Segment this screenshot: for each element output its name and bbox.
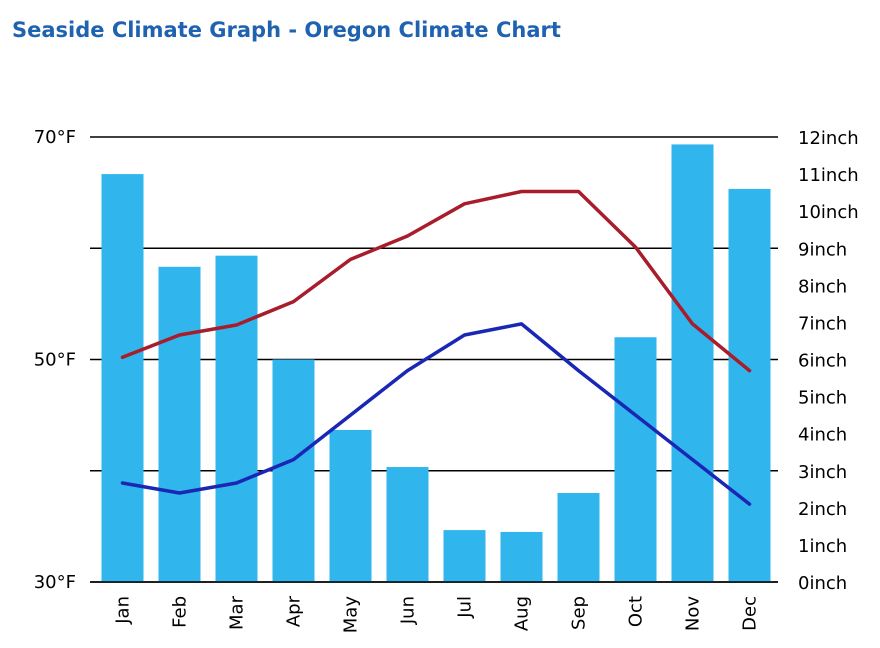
precipitation-bar-apr — [272, 359, 315, 582]
x-tick-label-dec: Dec — [740, 596, 761, 631]
x-tick-label-apr: Apr — [284, 595, 305, 627]
y-left-tick-label: 70°F — [34, 127, 76, 148]
x-tick-label-jul: Jul — [455, 596, 476, 619]
x-axis-months: Jan Feb Mar Apr May Jun Jul Aug Sep Oct Nov Dec — [113, 595, 761, 633]
high-temperature-line — [120, 189, 752, 373]
x-tick-label-sep: Sep — [569, 596, 590, 630]
x-tick-label-feb: Feb — [170, 596, 191, 628]
y-right-tick-label: 5inch — [798, 388, 847, 409]
precipitation-bar-jun — [386, 467, 429, 582]
precipitation-bar-may — [329, 429, 372, 582]
x-tick-label-nov: Nov — [683, 596, 704, 631]
y-right-tick-label: 3inch — [798, 462, 847, 483]
temperature-lines — [120, 189, 752, 506]
y-right-tick-label: 10inch — [798, 202, 859, 223]
y-right-tick-label: 0inch — [798, 573, 847, 594]
y-left-tick-label: 50°F — [34, 350, 76, 371]
low-temperature-line — [120, 322, 752, 506]
x-tick-label-may: May — [341, 596, 362, 634]
chart-title: Seaside Climate Graph - Oregon Climate C… — [12, 18, 561, 42]
x-tick-label-mar: Mar — [227, 595, 248, 630]
precipitation-bar-mar — [215, 255, 258, 582]
y-right-tick-label: 8inch — [798, 276, 847, 297]
precipitation-bar-jul — [443, 530, 486, 582]
y-right-tick-label: 11inch — [798, 165, 859, 186]
precipitation-bar-nov — [671, 144, 714, 582]
y-axis-left-temperature: 30°F 50°F 70°F — [34, 127, 76, 593]
x-tick-label-oct: Oct — [626, 596, 647, 627]
y-axis-right-precipitation: 0inch 1inch 2inch 3inch 4inch 5inch 6inch 7inch… — [798, 128, 859, 594]
y-right-tick-label: 1inch — [798, 536, 847, 557]
x-tick-label-jan: Jan — [113, 596, 134, 625]
y-right-tick-label: 12inch — [798, 128, 859, 149]
precipitation-bar-feb — [158, 266, 201, 582]
y-right-tick-label: 2inch — [798, 499, 847, 520]
precipitation-bars — [90, 144, 778, 583]
y-right-tick-label: 7inch — [798, 313, 847, 334]
y-left-tick-label: 30°F — [34, 572, 76, 593]
y-right-tick-label: 9inch — [798, 239, 847, 260]
y-right-tick-label: 4inch — [798, 425, 847, 446]
precipitation-bar-dec — [728, 188, 771, 582]
y-right-tick-label: 6inch — [798, 351, 847, 372]
precipitation-bar-aug — [500, 531, 543, 582]
precipitation-bar-jan — [101, 174, 144, 583]
precipitation-bar-oct — [614, 337, 657, 582]
x-tick-label-aug: Aug — [512, 596, 533, 631]
precipitation-bar-sep — [557, 493, 600, 582]
x-tick-label-jun: Jun — [398, 596, 419, 625]
